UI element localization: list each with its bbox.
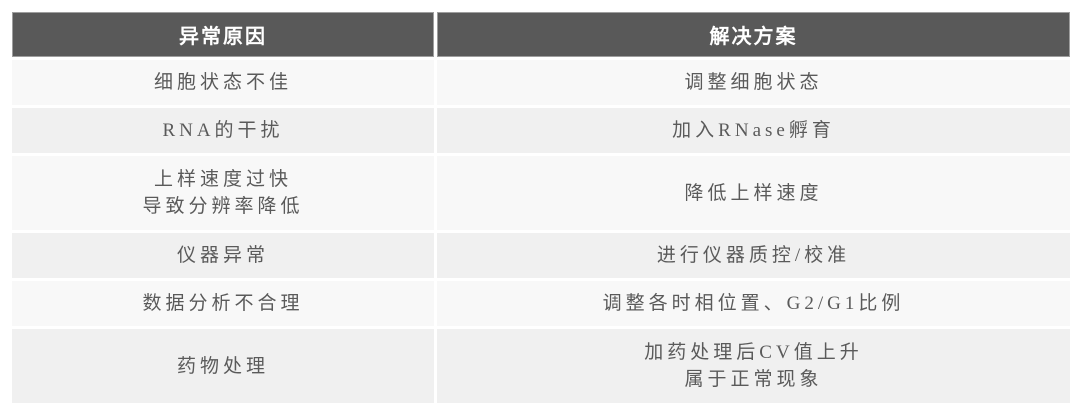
table-row: RNA的干扰 加入RNase孵育 [12,108,1070,153]
cell-solution: 调整各时相位置、G2/G1比例 [437,281,1070,326]
cell-solution: 加药处理后CV值上升 属于正常现象 [437,329,1070,403]
cell-solution: 调整细胞状态 [437,60,1070,105]
cell-solution: 加入RNase孵育 [437,108,1070,153]
cell-solution: 进行仪器质控/校准 [437,233,1070,278]
header-row: 异常原因 解决方案 [12,12,1070,57]
table-row: 细胞状态不佳 调整细胞状态 [12,60,1070,105]
column-header-solution: 解决方案 [437,12,1070,57]
cell-cause: 药物处理 [12,329,434,403]
table-row: 仪器异常 进行仪器质控/校准 [12,233,1070,278]
cell-cause: RNA的干扰 [12,108,434,153]
troubleshooting-table: 异常原因 解决方案 细胞状态不佳 调整细胞状态 RNA的干扰 加入RNase孵育… [9,9,1073,406]
cell-solution: 降低上样速度 [437,156,1070,230]
table-row: 数据分析不合理 调整各时相位置、G2/G1比例 [12,281,1070,326]
cell-cause: 上样速度过快 导致分辨率降低 [12,156,434,230]
column-header-cause: 异常原因 [12,12,434,57]
table-row: 药物处理 加药处理后CV值上升 属于正常现象 [12,329,1070,403]
cell-cause: 仪器异常 [12,233,434,278]
table-row: 上样速度过快 导致分辨率降低 降低上样速度 [12,156,1070,230]
cell-cause: 数据分析不合理 [12,281,434,326]
cell-cause: 细胞状态不佳 [12,60,434,105]
